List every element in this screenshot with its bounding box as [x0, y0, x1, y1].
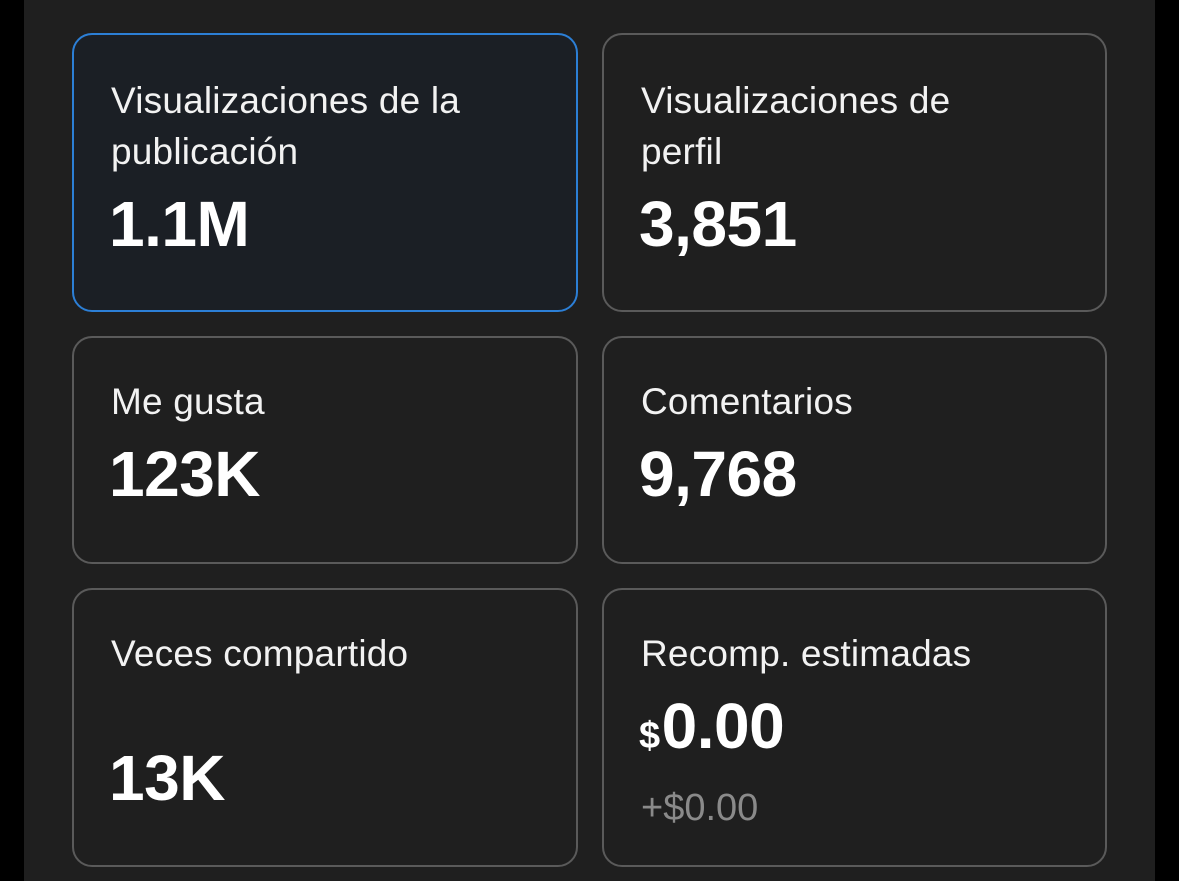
likes-label: Me gusta: [111, 381, 265, 422]
comments-card[interactable]: Comentarios 9,768: [602, 336, 1107, 564]
post-views-label: Visualizaciones de la publicación: [111, 80, 461, 172]
comments-value: 9,768: [639, 438, 797, 510]
likes-value: 123K: [109, 438, 261, 510]
shares-value: 13K: [109, 742, 225, 814]
estimated-rewards-delta: +$0.00: [641, 787, 759, 829]
estimated-rewards-label: Recomp. estimadas: [641, 633, 972, 674]
likes-card[interactable]: Me gusta 123K: [72, 336, 578, 564]
post-views-card[interactable]: Visualizaciones de la publicación 1.1M: [72, 33, 578, 312]
stats-panel: Visualizaciones de la publicación 1.1M V…: [24, 0, 1155, 881]
profile-views-label: Visualizaciones de perfil: [641, 80, 951, 172]
shares-card[interactable]: Veces compartido 13K: [72, 588, 578, 867]
comments-label: Comentarios: [641, 381, 853, 422]
shares-label: Veces compartido: [111, 633, 409, 674]
estimated-rewards-amount: 0.00: [661, 690, 785, 762]
profile-views-card[interactable]: Visualizaciones de perfil 3,851: [602, 33, 1107, 312]
estimated-rewards-card[interactable]: Recomp. estimadas $0.00 +$0.00: [602, 588, 1107, 867]
post-views-value: 1.1M: [109, 188, 250, 260]
estimated-rewards-value: $0.00: [639, 690, 785, 772]
currency-symbol: $: [639, 715, 660, 757]
profile-views-value: 3,851: [639, 188, 797, 260]
